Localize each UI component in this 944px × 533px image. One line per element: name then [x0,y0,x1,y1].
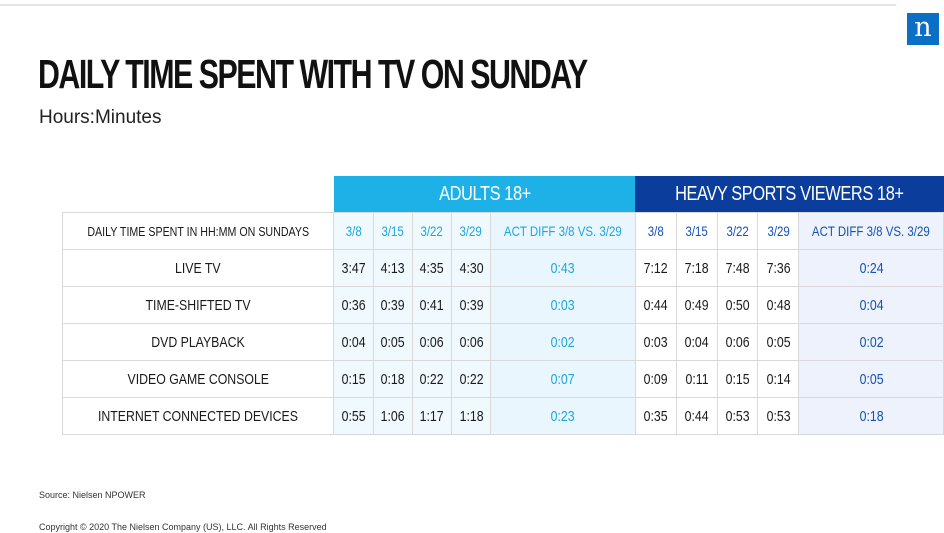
sports-cell: 0:44 [634,286,677,324]
table-row: DVD PLAYBACK 0:04 0:05 0:06 0:06 0:02 0:03 0:04… [61,323,944,361]
table-row: TIME-SHIFTED TV 0:36 0:39 0:41 0:39 0:03 0:44 0… [61,286,944,324]
sports-cell: 0:49 [675,286,718,324]
adults-cell: 0:39 [451,286,492,324]
header-label: DAILY TIME SPENT IN HH:MM ON SUNDAYS [61,212,335,250]
adults-cell: 4:30 [451,249,492,287]
sports-cell: 0:15 [716,360,759,398]
adults-cell: 4:35 [411,249,453,287]
adults-cell: 0:36 [333,286,374,324]
page-title: DAILY TIME SPENT WITH TV ON SUNDAY [38,51,588,97]
sports-diff-cell: 0:02 [798,323,944,361]
col-header: 3/29 [757,212,800,250]
sports-cell: 0:48 [757,286,800,324]
adults-cell: 4:13 [372,249,413,287]
col-header: 3/8 [333,212,374,250]
sports-diff-cell: 0:18 [798,397,944,435]
adults-diff-cell: 0:02 [490,323,636,361]
sports-cell: 0:44 [675,397,718,435]
sports-cell: 0:04 [675,323,718,361]
sports-cell: 0:05 [757,323,800,361]
adults-cell: 3:47 [333,249,374,287]
sports-cell: 0:09 [634,360,677,398]
page-subtitle: Hours:Minutes [39,107,162,128]
adults-cell: 0:18 [372,360,413,398]
adults-cell: 1:06 [372,397,413,435]
adults-cell: 1:17 [411,397,453,435]
sports-cell: 0:53 [757,397,800,435]
sports-cell: 0:11 [675,360,718,398]
table-row: INTERNET CONNECTED DEVICES 0:55 1:06 1:17 1:… [61,397,944,435]
source-note: Source: Nielsen NPOWER [39,490,146,500]
group-header-adults: ADULTS 18+ [333,176,636,213]
copyright-note: Copyright © 2020 The Nielsen Company (US… [39,522,327,532]
sports-cell: 7:36 [757,249,800,287]
sports-diff-cell: 0:04 [798,286,944,324]
top-divider [0,4,896,6]
sports-cell: 7:12 [634,249,677,287]
tv-time-table: ADULTS 18+ HEAVY SPORTS VIEWERS 18+ DAIL… [61,176,944,435]
col-header: 3/22 [716,212,759,250]
col-header: 3/22 [411,212,453,250]
adults-cell: 0:55 [333,397,374,435]
col-header: 3/15 [372,212,413,250]
row-label: INTERNET CONNECTED DEVICES [61,397,335,435]
col-header-diff: ACT DIFF 3/8 VS. 3/29 [490,212,636,250]
group-header-heavy-sports: HEAVY SPORTS VIEWERS 18+ [635,176,944,213]
sports-cell: 7:18 [675,249,718,287]
adults-cell: 0:22 [411,360,453,398]
table-row: VIDEO GAME CONSOLE 0:15 0:18 0:22 0:22 0:07 0:… [61,360,944,398]
sports-cell: 7:48 [716,249,759,287]
col-header: 3/15 [675,212,718,250]
sports-cell: 0:50 [716,286,759,324]
sports-cell: 0:35 [634,397,677,435]
adults-cell: 1:18 [451,397,492,435]
adults-cell: 0:05 [372,323,413,361]
col-header: 3/29 [451,212,492,250]
sports-cell: 0:06 [716,323,759,361]
adults-cell: 0:15 [333,360,374,398]
adults-cell: 0:22 [451,360,492,398]
col-header: 3/8 [634,212,677,250]
sports-diff-cell: 0:05 [798,360,944,398]
sports-cell: 0:03 [634,323,677,361]
table-row: LIVE TV 3:47 4:13 4:35 4:30 0:43 7:12 7:18 7:48 7… [61,249,944,287]
adults-cell: 0:06 [411,323,453,361]
column-header-row: DAILY TIME SPENT IN HH:MM ON SUNDAYS 3/8… [61,212,944,250]
row-label: TIME-SHIFTED TV [61,286,335,324]
adults-cell: 0:41 [411,286,453,324]
adults-diff-cell: 0:23 [490,397,636,435]
sports-cell: 0:53 [716,397,759,435]
adults-diff-cell: 0:03 [490,286,636,324]
sports-cell: 0:14 [757,360,800,398]
adults-cell: 0:39 [372,286,413,324]
adults-diff-cell: 0:07 [490,360,636,398]
adults-cell: 0:06 [451,323,492,361]
row-label: DVD PLAYBACK [61,323,335,361]
nielsen-logo: n [907,13,939,45]
adults-diff-cell: 0:43 [490,249,636,287]
row-label: LIVE TV [61,249,335,287]
col-header-diff: ACT DIFF 3/8 VS. 3/29 [798,212,944,250]
sports-diff-cell: 0:24 [798,249,944,287]
adults-cell: 0:04 [333,323,374,361]
row-label: VIDEO GAME CONSOLE [61,360,335,398]
